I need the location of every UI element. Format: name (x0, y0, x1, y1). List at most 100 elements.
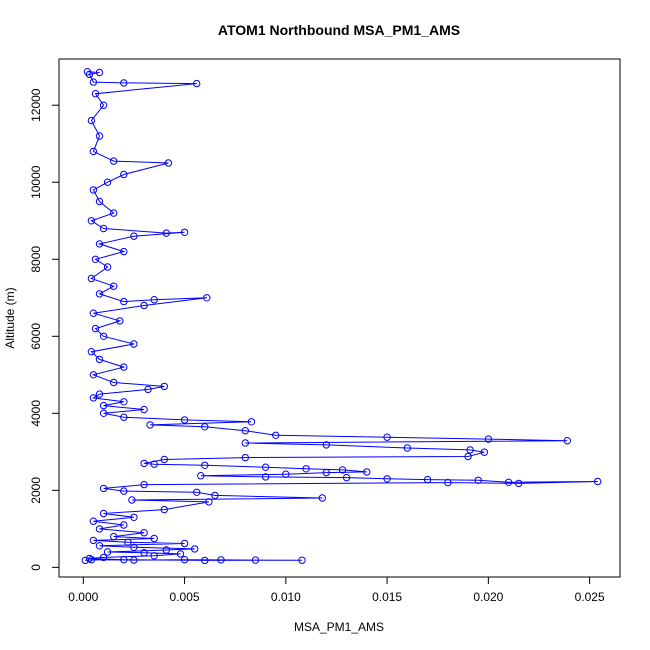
data-point (120, 521, 128, 529)
data-point (180, 228, 189, 237)
x-tick-label: 0.010 (271, 590, 301, 604)
data-point (480, 448, 488, 456)
data-point (116, 317, 124, 325)
data-point (241, 453, 250, 462)
data-point (464, 452, 472, 461)
data-point (504, 478, 513, 486)
data-point (140, 459, 148, 468)
data-point (403, 444, 411, 452)
data-point (120, 398, 128, 406)
data-point (95, 542, 104, 550)
data-point (193, 488, 201, 496)
data-point (91, 324, 100, 333)
data-point (130, 340, 138, 348)
data-point (130, 513, 138, 521)
y-tick-label: 6000 (29, 323, 43, 350)
data-point (99, 101, 108, 109)
data-point (91, 90, 100, 98)
y-tick-label: 10000 (29, 165, 43, 199)
data-point (110, 282, 118, 290)
data-point (124, 538, 132, 546)
y-tick-label: 2000 (29, 477, 43, 504)
data-point (150, 552, 158, 560)
data-point (197, 472, 205, 480)
data-point (89, 371, 98, 379)
data-point (110, 209, 118, 217)
data-point (95, 197, 104, 206)
y-tick-label: 12000 (29, 88, 43, 122)
data-point (87, 274, 96, 283)
data-point (120, 79, 128, 87)
data-point (180, 556, 189, 564)
data-point (140, 301, 148, 310)
data-point (103, 548, 112, 556)
data-point (474, 476, 482, 484)
data-point (99, 332, 108, 340)
x-tick-label: 0.000 (68, 590, 98, 604)
x-tick-label: 0.005 (170, 590, 200, 604)
x-tick-label: 0.020 (473, 590, 503, 604)
data-point (150, 534, 158, 543)
data-point (272, 431, 280, 439)
data-point (95, 132, 104, 140)
x-axis-label: MSA_PM1_AMS (294, 620, 384, 634)
data-point (110, 532, 118, 541)
data-point (160, 382, 169, 391)
data-point (85, 554, 94, 563)
data-point (484, 435, 493, 443)
y-axis: 0 2000 4000 6000 8000 10000 12000 (29, 88, 60, 571)
data-point (318, 494, 326, 502)
data-point (180, 416, 189, 424)
data-point (140, 549, 148, 557)
y-axis-label: Altitude (m) (3, 287, 17, 348)
data-point (99, 401, 108, 410)
data-point (160, 505, 169, 514)
data-point (180, 539, 189, 548)
y-tick-label: 0 (29, 564, 43, 571)
data-point (120, 170, 128, 179)
data-point (83, 68, 92, 76)
data-point (89, 186, 98, 194)
data-point (140, 480, 148, 489)
data-point (241, 427, 250, 435)
data-point (423, 475, 432, 484)
data-point (342, 473, 351, 482)
data-point (302, 465, 310, 473)
data-point (99, 553, 108, 562)
data-point (120, 413, 128, 421)
data-point (87, 348, 96, 356)
data-point (205, 498, 213, 506)
data-point (247, 418, 256, 426)
data-point (89, 78, 98, 86)
data-point (99, 409, 108, 417)
data-point (120, 487, 128, 495)
data-point (322, 468, 330, 477)
data-point (162, 229, 171, 237)
plot-frame (58, 58, 621, 578)
y-tick-label: 8000 (29, 246, 43, 273)
data-point (95, 290, 104, 298)
data-point (95, 355, 104, 364)
chart-title: ATOM1 Northbound MSA_PM1_AMS (218, 22, 460, 38)
data-point (150, 460, 158, 468)
data-point (201, 423, 209, 431)
data-point (87, 556, 96, 564)
data-point (563, 437, 571, 445)
data-point (211, 491, 219, 500)
data-point (110, 378, 118, 387)
data-point (89, 309, 98, 317)
data-point (103, 263, 112, 271)
data-point (298, 556, 306, 564)
data-point (383, 475, 391, 483)
x-tick-label: 0.015 (372, 590, 402, 604)
data-point (140, 529, 148, 537)
x-axis: 0.000 0.005 0.010 0.015 0.020 0.025 (68, 576, 605, 604)
data-point (338, 466, 347, 474)
data-layer (81, 68, 602, 565)
series-line (85, 71, 598, 561)
data-point (110, 157, 118, 165)
data-point (162, 546, 171, 554)
data-point (594, 477, 602, 486)
data-point (95, 390, 104, 398)
data-point (95, 68, 104, 77)
